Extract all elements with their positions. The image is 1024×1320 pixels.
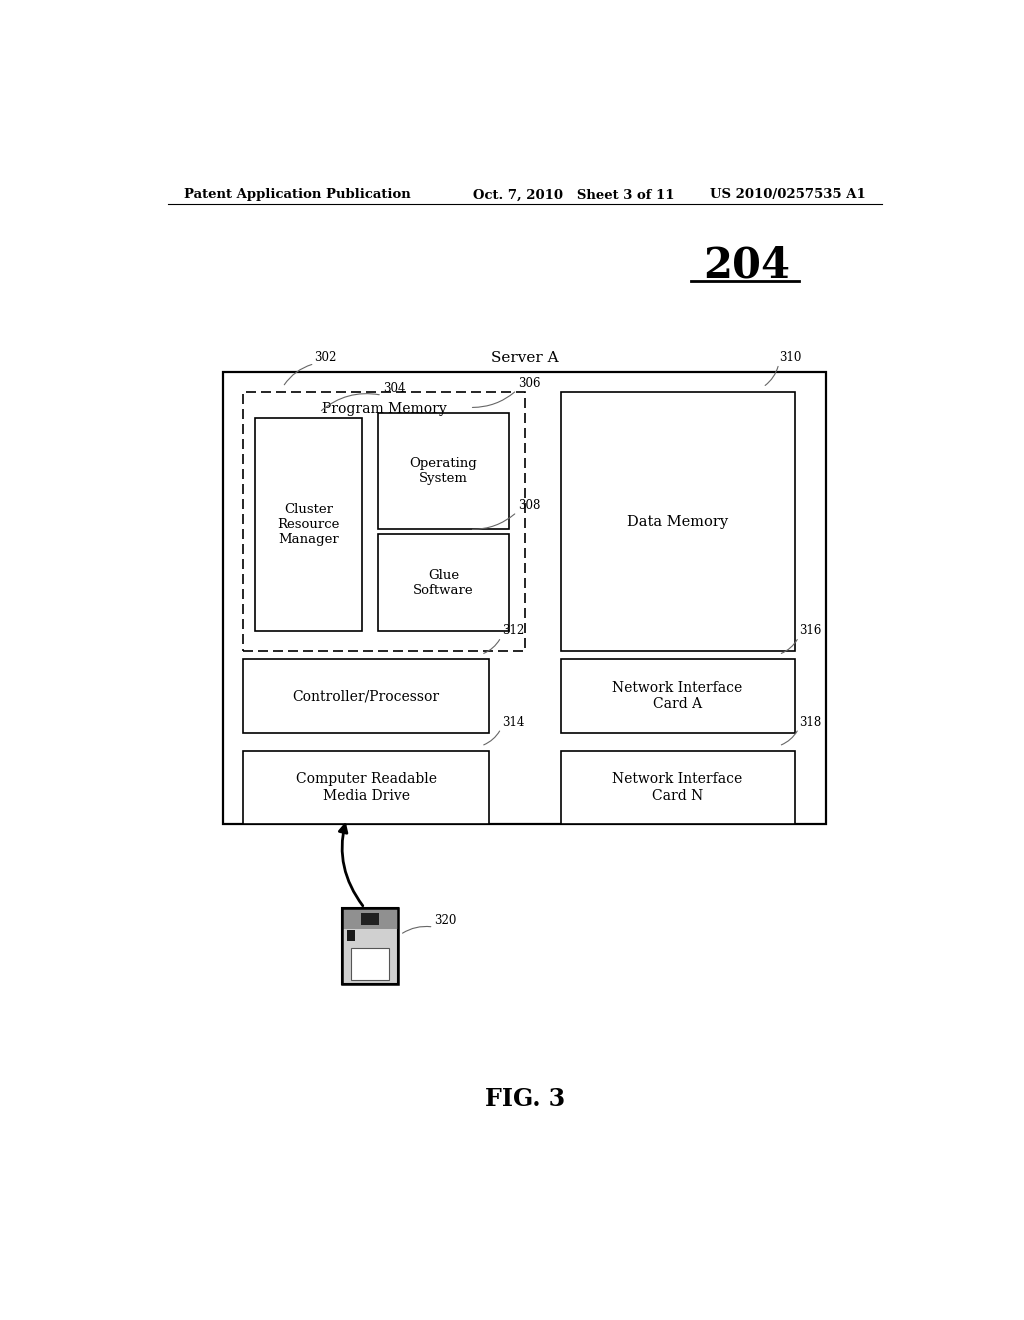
Text: 308: 308 — [518, 499, 541, 512]
Bar — [342, 908, 398, 985]
Text: Computer Readable
Media Drive: Computer Readable Media Drive — [296, 772, 436, 803]
Bar — [342, 908, 398, 985]
Text: Server A: Server A — [490, 351, 559, 364]
Bar — [243, 660, 489, 733]
Text: Cluster
Resource
Manager: Cluster Resource Manager — [278, 503, 340, 545]
Text: Operating
System: Operating System — [410, 457, 477, 484]
Text: 314: 314 — [502, 715, 524, 729]
Bar — [342, 908, 398, 929]
Text: 204: 204 — [703, 244, 791, 286]
Bar — [243, 751, 489, 824]
Text: FIG. 3: FIG. 3 — [484, 1086, 565, 1110]
Bar — [350, 948, 389, 979]
Bar — [255, 417, 362, 631]
Text: US 2010/0257535 A1: US 2010/0257535 A1 — [711, 189, 866, 202]
Text: 302: 302 — [314, 351, 337, 364]
Bar — [378, 413, 509, 529]
Text: Network Interface
Card N: Network Interface Card N — [612, 772, 742, 803]
Text: 318: 318 — [800, 715, 821, 729]
Text: 306: 306 — [518, 378, 541, 391]
Text: Controller/Processor: Controller/Processor — [293, 689, 439, 704]
Text: Oct. 7, 2010   Sheet 3 of 11: Oct. 7, 2010 Sheet 3 of 11 — [473, 189, 675, 202]
Text: 312: 312 — [502, 624, 524, 638]
Bar — [361, 913, 379, 924]
Text: Data Memory: Data Memory — [627, 515, 728, 529]
Bar — [560, 751, 795, 824]
Text: Glue
Software: Glue Software — [413, 569, 474, 597]
Text: Network Interface
Card A: Network Interface Card A — [612, 681, 742, 711]
Bar — [560, 660, 795, 733]
Bar — [347, 931, 355, 941]
Text: 316: 316 — [800, 624, 822, 638]
Bar — [560, 392, 795, 651]
Bar — [378, 535, 509, 631]
Bar — [223, 372, 826, 824]
Bar — [243, 392, 524, 651]
Text: 304: 304 — [383, 383, 406, 395]
Text: Program Memory: Program Memory — [322, 403, 446, 416]
Text: 320: 320 — [434, 913, 457, 927]
Text: Patent Application Publication: Patent Application Publication — [183, 189, 411, 202]
Text: 310: 310 — [779, 351, 801, 364]
